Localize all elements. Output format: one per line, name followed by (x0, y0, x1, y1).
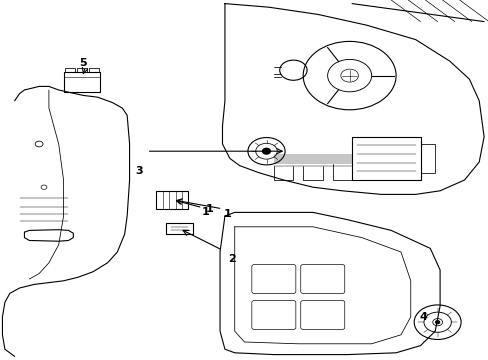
Text: 5: 5 (79, 58, 87, 68)
Circle shape (435, 321, 439, 324)
Text: 1: 1 (201, 207, 209, 217)
Text: 1: 1 (176, 200, 213, 215)
Text: 1: 1 (223, 209, 231, 219)
Circle shape (262, 148, 270, 154)
Text: 3: 3 (135, 166, 143, 176)
Text: 2: 2 (228, 254, 236, 264)
Text: 4: 4 (418, 312, 426, 322)
